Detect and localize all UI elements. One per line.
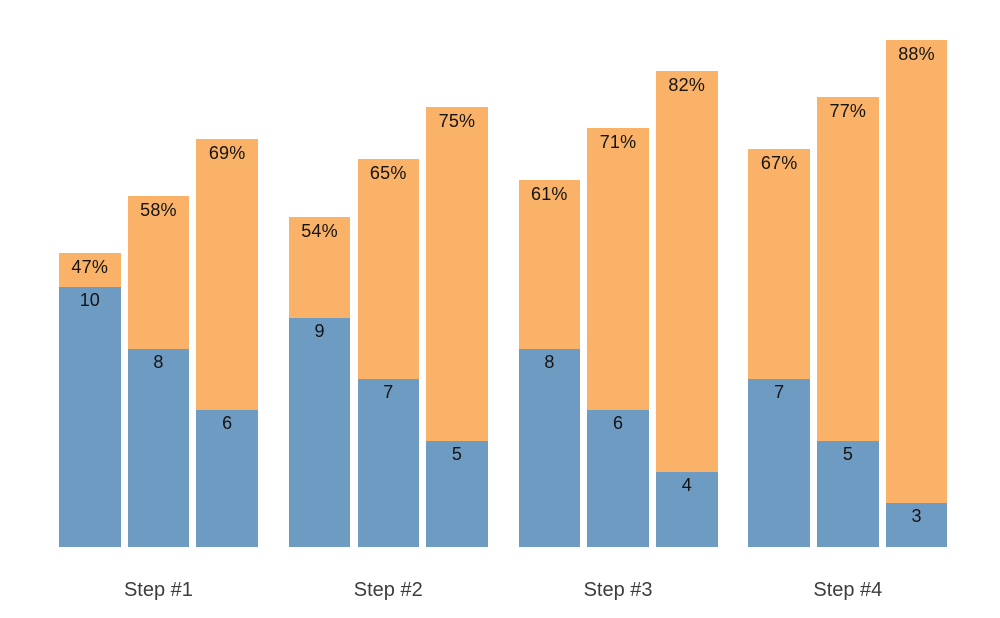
- top-segment: 58%: [127, 195, 190, 349]
- count-label: 6: [613, 413, 624, 434]
- bottom-segment: 7: [748, 379, 810, 547]
- stacked-bar: 47% 10: [59, 253, 121, 547]
- bottom-segment: 7: [357, 379, 419, 547]
- category-label: Step #2: [353, 579, 423, 601]
- count-label: 5: [842, 444, 853, 464]
- bottom-segment: 9: [288, 317, 351, 547]
- stacked-bar: 88% 3: [885, 39, 948, 547]
- top-segment: 61%: [518, 180, 581, 349]
- stacked-bar: 67% 7: [748, 149, 810, 547]
- percent-label: 77%: [829, 101, 867, 121]
- percent-label: 75%: [438, 111, 476, 132]
- count-label: 5: [451, 444, 462, 464]
- category-label: Step #3: [583, 579, 653, 601]
- bottom-segment: 10: [59, 287, 121, 547]
- bottom-segment: 6: [196, 410, 258, 547]
- category-label: Step #1: [123, 579, 193, 601]
- percent-label: 82%: [668, 75, 706, 95]
- top-segment: 69%: [196, 138, 258, 411]
- top-segment: 47%: [59, 253, 121, 287]
- stacked-bar: 77% 5: [817, 97, 879, 547]
- top-segment: 82%: [656, 71, 718, 472]
- percent-label: 61%: [531, 184, 568, 205]
- count-label: 9: [314, 320, 325, 341]
- count-label: 8: [544, 351, 555, 372]
- percent-label: 47%: [71, 257, 109, 277]
- top-segment: 75%: [426, 107, 488, 441]
- count-label: 6: [222, 413, 233, 434]
- top-segment: 77%: [817, 97, 879, 441]
- bottom-segment: 6: [587, 410, 649, 547]
- count-label: 3: [911, 505, 922, 526]
- count-label: 10: [79, 290, 100, 310]
- stacked-bar: 58% 8: [127, 195, 190, 547]
- bottom-segment: 3: [885, 502, 948, 547]
- count-label: 8: [153, 351, 164, 372]
- count-label: 7: [383, 382, 394, 403]
- count-label: 4: [681, 474, 692, 495]
- category-label: Step #4: [813, 579, 883, 601]
- bottom-segment: 8: [127, 348, 190, 547]
- stacked-bar: 61% 8: [518, 180, 581, 547]
- top-segment: 67%: [748, 149, 810, 380]
- bottom-segment: 8: [518, 348, 581, 547]
- top-segment: 71%: [587, 128, 649, 411]
- stacked-bar: 71% 6: [587, 128, 649, 547]
- stacked-bar: 82% 4: [656, 71, 718, 547]
- stacked-bar: 65% 7: [357, 159, 419, 547]
- bottom-segment: 4: [656, 471, 718, 547]
- percent-label: 67%: [760, 153, 798, 173]
- top-segment: 65%: [357, 159, 419, 380]
- stacked-bar: 54% 9: [288, 216, 351, 547]
- percent-label: 69%: [208, 142, 246, 163]
- percent-label: 58%: [140, 199, 177, 220]
- stacked-bar: 75% 5: [426, 107, 488, 547]
- percent-label: 71%: [599, 132, 637, 153]
- percent-label: 65%: [369, 163, 407, 184]
- bottom-segment: 5: [426, 441, 488, 547]
- count-label: 7: [774, 382, 785, 403]
- bottom-segment: 5: [817, 441, 879, 547]
- top-segment: 54%: [288, 216, 351, 318]
- percent-label: 88%: [898, 43, 935, 64]
- top-segment: 88%: [885, 39, 948, 503]
- percent-label: 54%: [301, 220, 338, 241]
- stacked-bar: 69% 6: [196, 138, 258, 547]
